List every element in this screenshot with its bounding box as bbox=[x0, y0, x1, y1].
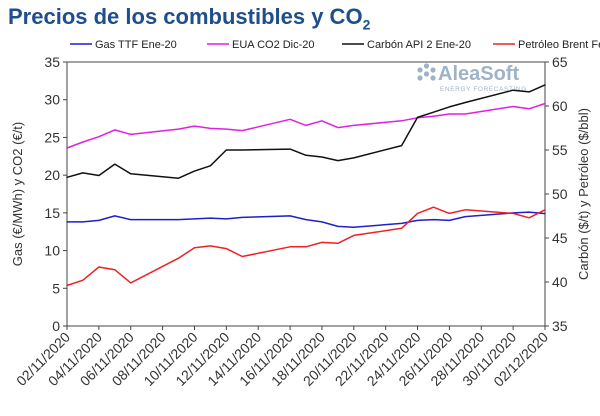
series-line-carb-n-api-2-ene-20 bbox=[66, 84, 546, 179]
left-y-tick-label: 30 bbox=[44, 92, 60, 108]
chart-title-subscript: 2 bbox=[362, 16, 371, 33]
right-y-tick-label: 65 bbox=[552, 54, 568, 70]
right-y-axis-label: Carbón ($/t) y Petróleo ($/bbl) bbox=[576, 108, 591, 280]
plot-area-frame bbox=[66, 61, 546, 327]
axes: 051015202530353540455055606502/11/202004… bbox=[10, 54, 591, 390]
left-y-tick-label: 15 bbox=[44, 205, 60, 221]
right-y-tick-label: 55 bbox=[552, 142, 568, 158]
series-line-gas-ttf-ene-20 bbox=[66, 211, 546, 228]
logo-tagline: ENERGY FORECASTING bbox=[440, 86, 527, 93]
left-y-tick-label: 25 bbox=[44, 129, 60, 145]
left-y-tick-label: 35 bbox=[44, 54, 60, 70]
series-lines bbox=[66, 84, 546, 287]
left-y-axis-label: Gas (€/MWh) y CO2 (€/t) bbox=[10, 122, 25, 266]
chart-title: Precios de los combustibles y CO2 bbox=[8, 4, 370, 32]
right-y-tick-label: 60 bbox=[552, 98, 568, 114]
right-y-tick-label: 40 bbox=[552, 274, 568, 290]
left-y-tick-label: 0 bbox=[52, 318, 60, 334]
legend-label: Gas TTF Ene-20 bbox=[95, 39, 177, 51]
series-line-petr-leo-brent-feb-21 bbox=[66, 206, 546, 287]
chart-title-main: Precios de los combustibles y CO bbox=[8, 4, 363, 29]
right-y-tick-label: 45 bbox=[552, 230, 568, 246]
left-y-tick-label: 10 bbox=[44, 243, 60, 259]
left-y-tick-label: 5 bbox=[52, 280, 60, 296]
legend: Gas TTF Ene-20 EUA CO2 Dic-20 Carbón API 2… bbox=[70, 39, 600, 51]
logo-mark-icon bbox=[417, 63, 436, 81]
right-y-tick-label: 35 bbox=[552, 318, 568, 334]
logo-name: AleaSoft bbox=[438, 63, 519, 85]
legend-label: EUA CO2 Dic-20 bbox=[232, 39, 315, 51]
right-y-tick-label: 50 bbox=[552, 186, 568, 202]
legend-label: Carbón API 2 Ene-20 bbox=[367, 39, 471, 51]
aleasoft-logo: AleaSoft ENERGY FORECASTING bbox=[417, 63, 526, 93]
series-line-eua-co2-dic-20 bbox=[66, 102, 546, 149]
legend-label: Petróleo Brent Feb-21 bbox=[518, 39, 600, 51]
left-y-tick-label: 20 bbox=[44, 167, 60, 183]
